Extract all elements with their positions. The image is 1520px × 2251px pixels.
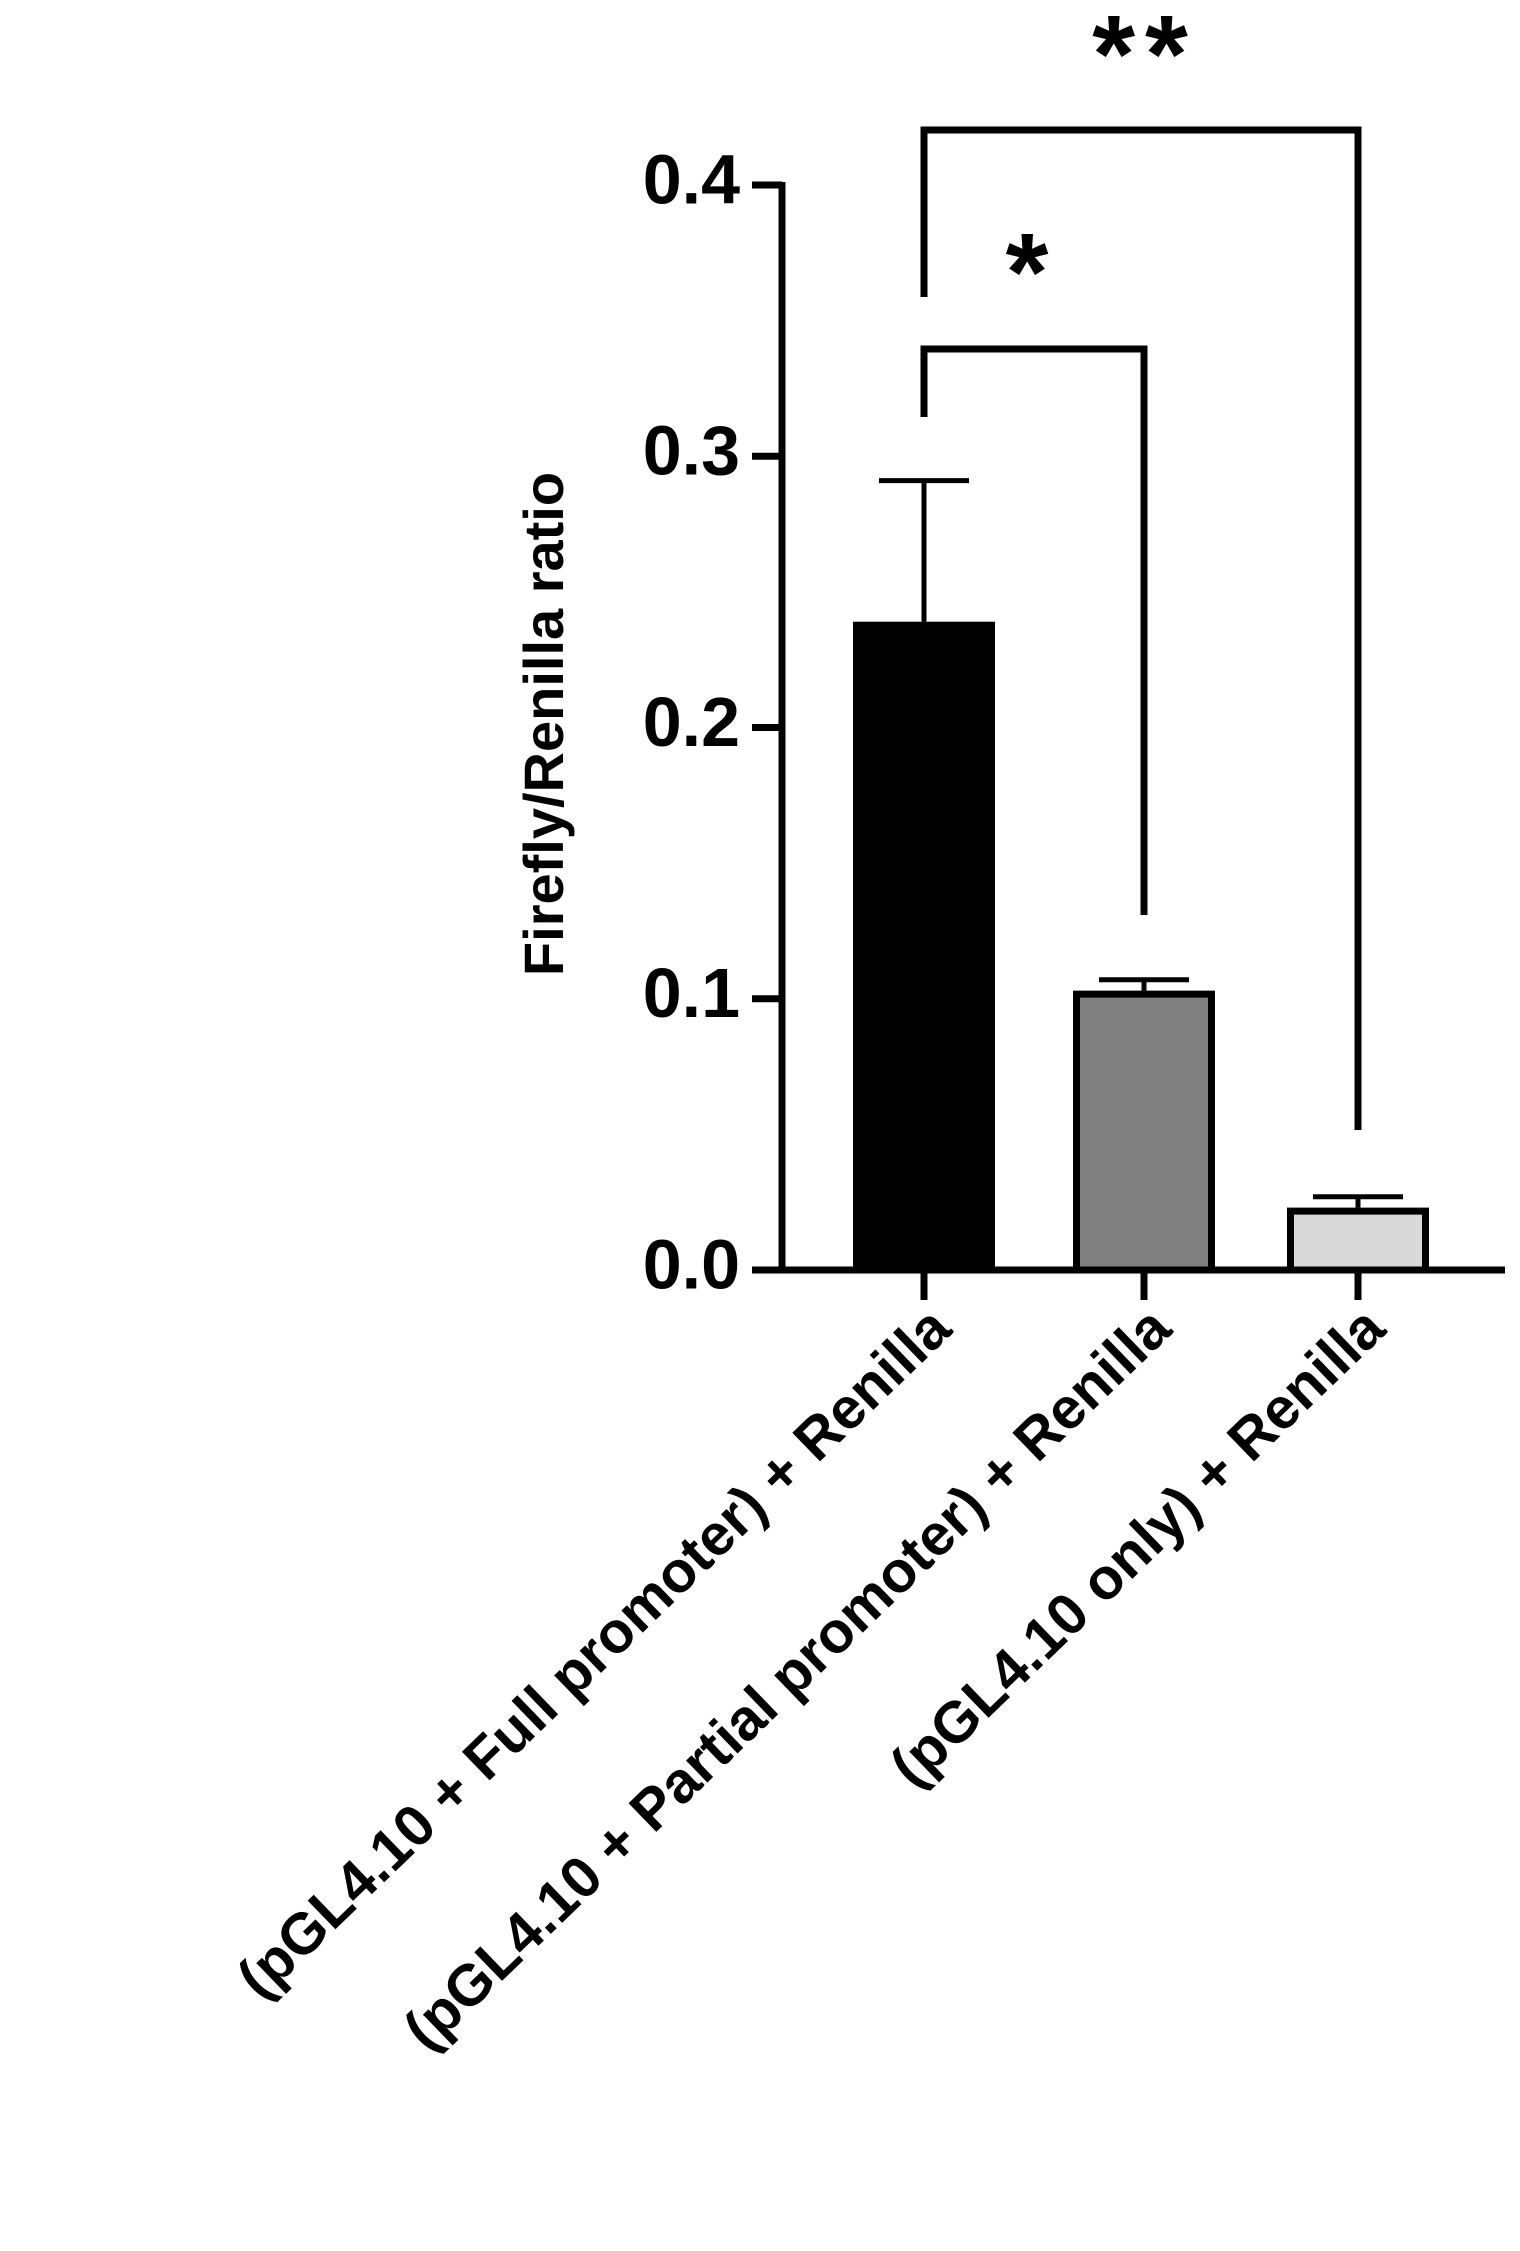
y-tick-label: 0.4 xyxy=(643,140,740,218)
bar xyxy=(1287,1207,1429,1274)
significance-bracket xyxy=(920,345,1148,915)
bar xyxy=(1073,990,1215,1274)
y-axis-label: Firefly/Renilla ratio xyxy=(512,472,575,976)
y-tick-label: 0.2 xyxy=(643,683,740,761)
y-tick-label: 0.3 xyxy=(643,412,740,490)
significance-bracket xyxy=(920,126,1362,1130)
y-tick-label: 0.1 xyxy=(643,954,740,1032)
significance-label: * xyxy=(1006,211,1059,334)
x-tick-label: (pGL4.10 + Partial promoter) + Renilla xyxy=(391,1294,1183,2062)
y-tick-label: 0.0 xyxy=(643,1225,740,1303)
bar xyxy=(853,621,995,1274)
significance-label: ** xyxy=(1092,0,1198,116)
